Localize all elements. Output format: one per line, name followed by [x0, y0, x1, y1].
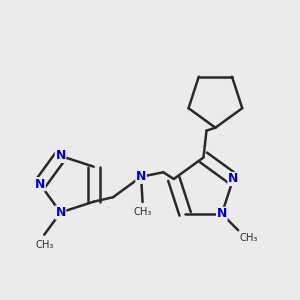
Text: CH₃: CH₃ — [134, 207, 152, 217]
Text: N: N — [35, 178, 45, 191]
Text: N: N — [217, 207, 227, 220]
Text: N: N — [228, 172, 238, 185]
Text: N: N — [136, 170, 146, 183]
Text: N: N — [56, 149, 66, 162]
Text: CH₃: CH₃ — [35, 240, 53, 250]
Text: N: N — [56, 206, 66, 219]
Text: CH₃: CH₃ — [240, 233, 258, 243]
